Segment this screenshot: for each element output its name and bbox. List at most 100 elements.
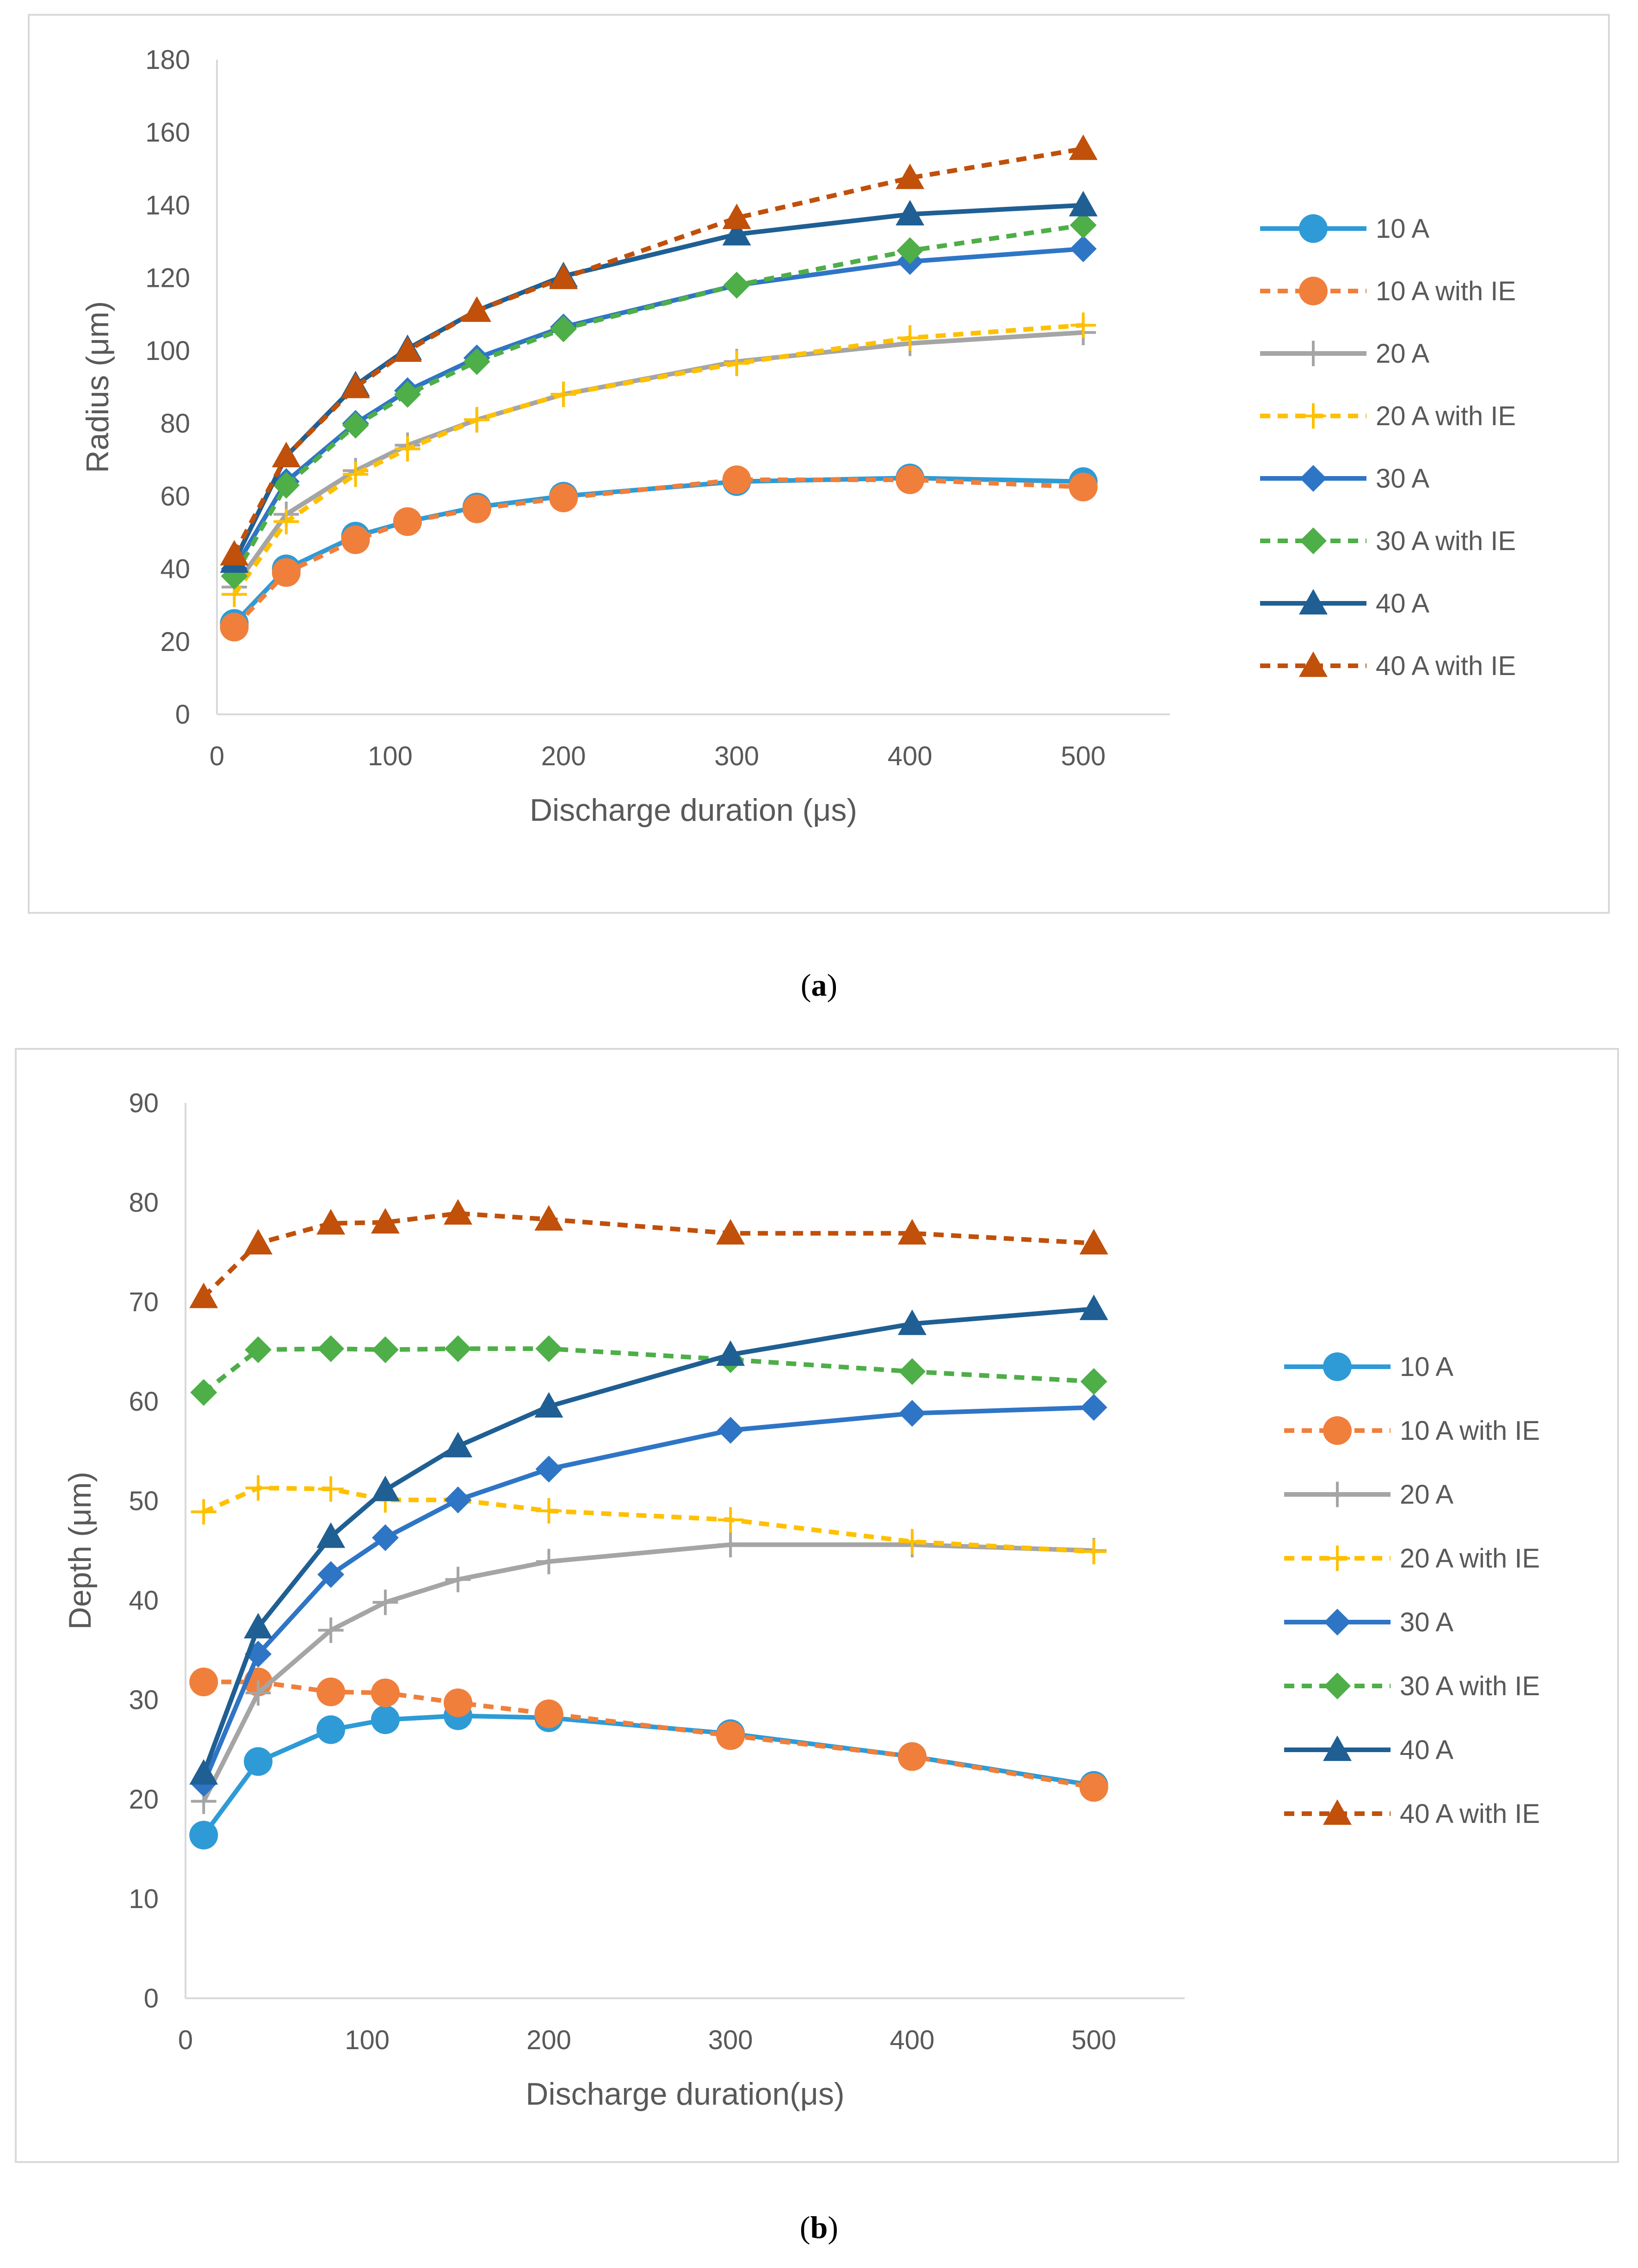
chart-a-point-30-a-with-ie: [394, 381, 421, 408]
chart-a-point-30-a: [1069, 235, 1097, 262]
chart-b-x-tick-label: 500: [1071, 2025, 1116, 2055]
chart-b-point-40-a: [244, 1613, 273, 1639]
chart-b-x-tick-label: 400: [890, 2025, 935, 2055]
chart-b-legend-marker: [1323, 1735, 1352, 1761]
chart-a-point-10-a-with-ie: [341, 525, 370, 554]
chart-a-point-10-a-with-ie: [896, 465, 925, 494]
chart-b-legend-marker: [1324, 1609, 1351, 1636]
chart-a-point-10-a-with-ie: [393, 507, 422, 536]
chart-b-point-20-a: [445, 1567, 471, 1593]
chart-b-legend-marker: [1323, 1352, 1352, 1381]
chart-b-point-20-a: [536, 1549, 562, 1574]
chart-a-legend-label: 20 A with IE: [1376, 401, 1516, 431]
chart-a-series-20-a-with-ie: [221, 312, 1096, 607]
chart-b-point-10-a-with-ie: [444, 1688, 473, 1717]
chart-a-point-10-a-with-ie: [549, 483, 578, 513]
caption-b: (b): [799, 2210, 839, 2245]
chart-a-svg: 0 20 40 60 80 100 120 140 160 180 0 100 200 300 400 500…: [80, 45, 1516, 828]
chart-b-y-tick-label: 50: [129, 1486, 159, 1516]
chart-a-point-40-a: [1069, 191, 1098, 217]
chart-b-x-tick-label: 0: [178, 2025, 193, 2055]
chart-b-point-40-a-with-ie: [444, 1199, 473, 1225]
chart-a-point-30-a-with-ie: [1069, 211, 1097, 239]
chart-b-point-30-a-with-ie: [445, 1335, 472, 1363]
chart-b-series-30-a-with-ie: [190, 1335, 1107, 1406]
chart-a-point-20-a-with-ie: [273, 508, 299, 534]
chart-b-point-30-a-with-ie: [372, 1336, 399, 1363]
chart-a-legend-marker: [1299, 651, 1328, 677]
chart-b-legend-item: 30 A with IE: [1284, 1671, 1540, 1701]
chart-a-legend-item: 40 A: [1260, 589, 1429, 619]
chart-a-point-40-a-with-ie: [722, 203, 751, 229]
chart-b-point-10-a: [316, 1715, 346, 1744]
chart-a-point-20-a-with-ie: [550, 381, 576, 407]
chart-a-point-20-a-with-ie: [724, 350, 750, 376]
chart-b-point-40-a: [316, 1522, 346, 1548]
chart-a-y-tick-label: 60: [160, 481, 190, 511]
chart-b-point-40-a-with-ie: [716, 1219, 745, 1245]
chart-a-legend-item: 10 A: [1260, 214, 1429, 244]
chart-b-panel: 0 10 20 30 40 50 60 70 80 90 0 100 200 300 400 500 Disch…: [15, 1048, 1619, 2163]
chart-a-legend-label: 10 A: [1376, 214, 1429, 244]
chart-a-y-axis-title: Radius (μm): [80, 301, 115, 473]
chart-a-x-tick-label: 500: [1061, 741, 1106, 771]
chart-b-point-40-a: [716, 1340, 745, 1366]
chart-a-y-tick-label: 0: [175, 700, 190, 730]
chart-a-y-tick-label: 160: [145, 118, 190, 148]
chart-b-legend-item: 40 A with IE: [1284, 1799, 1540, 1829]
chart-b-point-40-a: [897, 1309, 927, 1335]
chart-b-legend-label: 10 A with IE: [1400, 1416, 1540, 1446]
chart-b-point-20-a-with-ie: [245, 1475, 271, 1501]
chart-b-point-20-a-with-ie: [191, 1499, 216, 1525]
chart-b-legend-item: 20 A: [1284, 1480, 1453, 1510]
chart-a-legend-item: 40 A with IE: [1260, 651, 1516, 681]
chart-b-point-10-a-with-ie: [1079, 1773, 1108, 1802]
chart-b-point-30-a-with-ie: [317, 1335, 345, 1363]
chart-a-legend-marker: [1299, 589, 1328, 615]
chart-a-point-40-a-with-ie: [393, 336, 422, 362]
chart-a-legend-marker: [1300, 527, 1327, 554]
chart-b-point-40-a-with-ie: [189, 1283, 218, 1308]
chart-b-y-tick-label: 40: [129, 1586, 159, 1616]
chart-b-point-20-a-with-ie: [717, 1507, 743, 1533]
chart-b-y-tick-label: 30: [129, 1685, 159, 1715]
chart-b-y-tick-label: 10: [129, 1884, 159, 1914]
chart-a-point-40-a: [722, 220, 751, 246]
chart-b-point-10-a-with-ie: [897, 1742, 927, 1771]
chart-a-point-20-a-with-ie: [897, 325, 923, 351]
chart-b-point-40-a-with-ie: [534, 1205, 563, 1231]
chart-a-point-30-a-with-ie: [896, 237, 924, 264]
chart-a-y-tick-label: 180: [145, 45, 190, 75]
chart-b-point-10-a-with-ie: [316, 1677, 346, 1706]
chart-a-legend-marker: [1300, 341, 1326, 366]
chart-a-x-tick-label: 0: [210, 741, 224, 771]
chart-a-legend-item: 30 A with IE: [1260, 526, 1516, 556]
chart-a-point-10-a-with-ie: [722, 465, 751, 494]
chart-a-legend-item: 30 A: [1260, 464, 1429, 494]
chart-b-y-tick-label: 90: [129, 1088, 159, 1118]
chart-b-y-tick-label: 80: [129, 1188, 159, 1218]
chart-a-legend-item: 20 A: [1260, 339, 1429, 369]
chart-b-y-tick-label: 20: [129, 1785, 159, 1815]
chart-a-point-40-a-with-ie: [341, 372, 370, 398]
chart-a-series-20-a: [221, 320, 1096, 600]
chart-a-point-40-a-with-ie: [462, 296, 491, 322]
caption-a-label: a: [811, 967, 827, 1003]
chart-b-point-20-a-with-ie: [899, 1529, 925, 1555]
chart-b-legend-marker: [1324, 1481, 1350, 1507]
chart-b-point-10-a-with-ie: [189, 1667, 218, 1697]
chart-a-point-10-a-with-ie: [272, 558, 301, 587]
chart-a-point-20-a-with-ie: [1070, 312, 1096, 338]
chart-a-legend-label: 30 A with IE: [1376, 526, 1516, 556]
chart-a-x-tick-label: 200: [541, 741, 586, 771]
chart-b-point-30-a: [535, 1456, 562, 1483]
chart-b-series-line-40-a-with-ie: [202, 1211, 1094, 1299]
chart-a-point-40-a-with-ie: [1069, 134, 1098, 160]
chart-a-series-30-a-with-ie: [221, 211, 1097, 590]
chart-a-point-40-a: [896, 200, 925, 226]
chart-a-legend-label: 30 A: [1376, 464, 1429, 494]
chart-a-legend-marker: [1300, 465, 1327, 492]
chart-b-legend-marker: [1324, 1673, 1351, 1699]
chart-b-point-40-a-with-ie: [897, 1219, 927, 1245]
chart-b-series-10-a-with-ie: [189, 1667, 1108, 1802]
